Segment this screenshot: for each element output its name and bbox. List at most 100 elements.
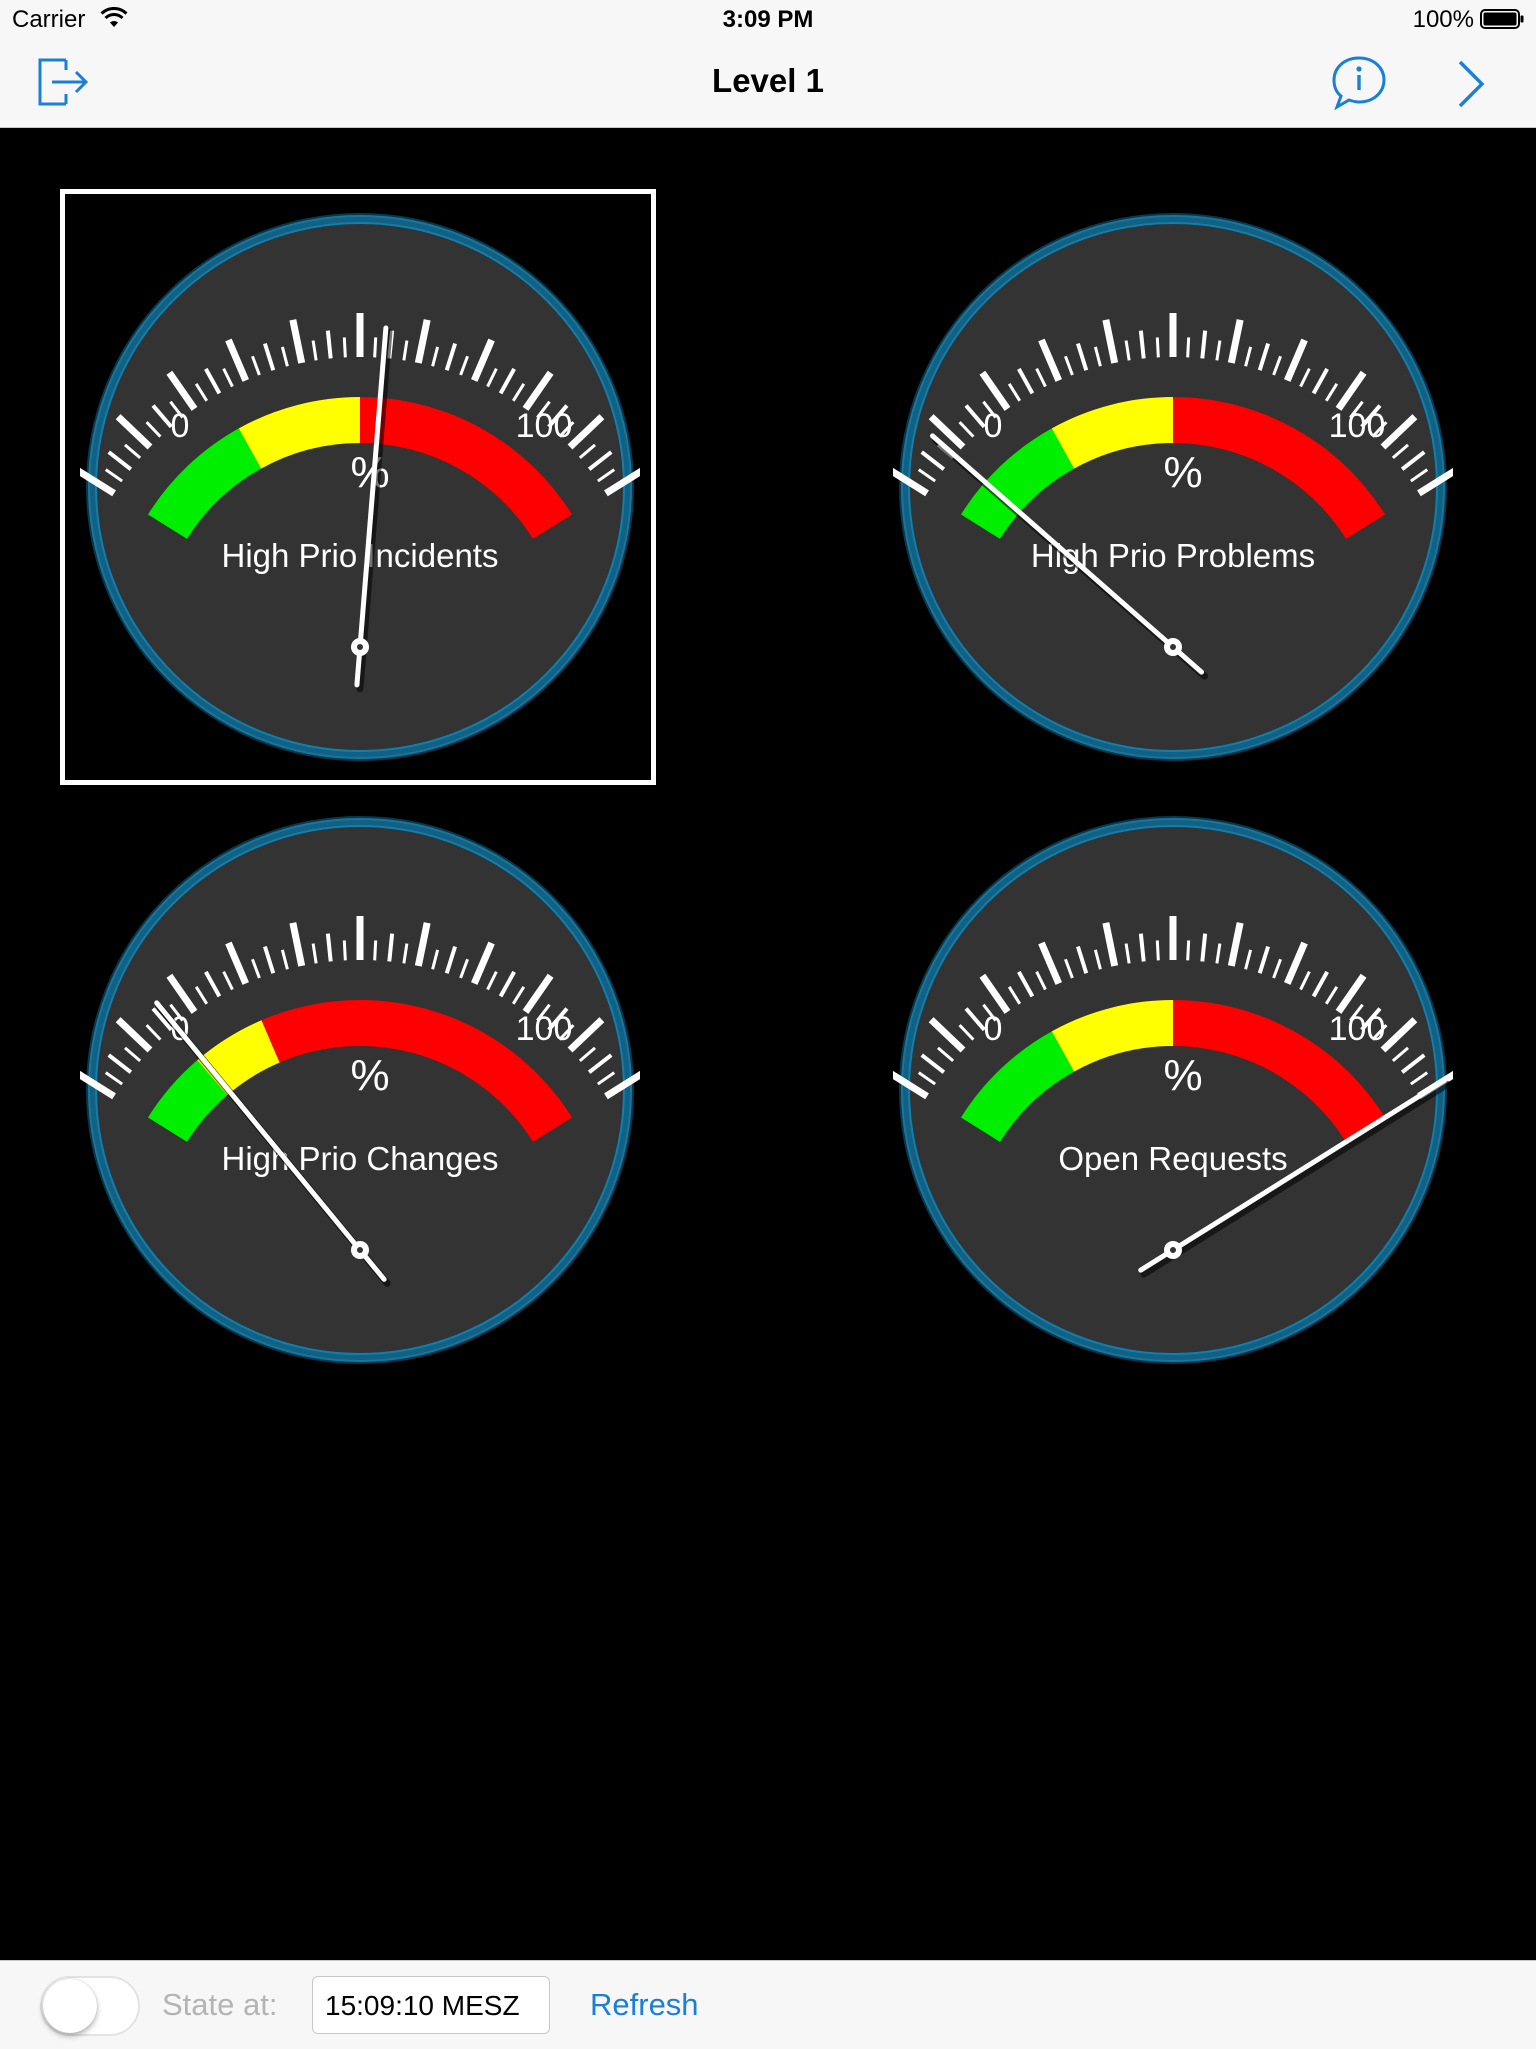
gauge-tick: [104, 1071, 124, 1086]
gauge-max-label: 100: [516, 1010, 573, 1048]
gauge-tick: [459, 355, 469, 376]
gauge-tick: [262, 945, 276, 974]
needle-line: [930, 433, 1205, 675]
gauge-min-label: 0: [171, 407, 190, 445]
gauge-tick: [1409, 1071, 1429, 1086]
gauge-high-prio-incidents[interactable]: 0 100 % High Prio Incidents: [80, 207, 640, 767]
gauge-unit-label: %: [350, 1051, 389, 1100]
chevron-right-icon[interactable]: [1452, 58, 1488, 110]
gauge-zone-2: [1173, 1000, 1386, 1142]
needle-shadow: [356, 328, 393, 693]
gauge-tick: [169, 1003, 184, 1022]
gauge-tick: [373, 337, 378, 358]
gauge-tick: [166, 370, 198, 411]
gauge-tick: [1155, 337, 1160, 358]
gauge-tick: [1007, 383, 1022, 402]
gauge-tick: [917, 468, 937, 483]
gauge-tick: [1038, 338, 1062, 382]
toggle-knob[interactable]: [43, 1979, 97, 2033]
needle-line: [154, 1000, 387, 1282]
gauge-tick: [1324, 383, 1339, 402]
gauge-tick: [1215, 943, 1222, 964]
navigation-bar: Level 1: [0, 40, 1536, 128]
gauge-tick: [459, 958, 469, 979]
gauge-tick: [402, 340, 409, 361]
gauge-tick: [1102, 922, 1119, 967]
gauge-tick: [958, 1024, 975, 1041]
gauge-tick: [373, 940, 378, 961]
gauge-tick: [107, 450, 133, 471]
gauge-tick: [1186, 337, 1191, 358]
state-time-field[interactable]: 15:09:10 MESZ: [312, 1976, 550, 2034]
gauge-tick: [1360, 1007, 1382, 1032]
refresh-button[interactable]: Refresh: [590, 1987, 699, 2022]
battery-icon: [1480, 9, 1524, 29]
needle-shadow: [1140, 1080, 1451, 1278]
gauge-tick: [1138, 933, 1146, 962]
gauge-tick: [414, 922, 431, 967]
gauge-tick: [964, 404, 986, 429]
gauge-tick: [982, 400, 997, 419]
needle-line: [1138, 1077, 1447, 1273]
gauge-tick: [979, 370, 1011, 411]
logout-icon[interactable]: [36, 54, 92, 110]
gauge-tick: [1257, 342, 1271, 371]
gauge-body: [893, 213, 1453, 761]
gauge-tick: [522, 370, 554, 411]
gauge-tick: [596, 468, 616, 483]
gauge-title: High Prio Changes: [222, 1140, 499, 1177]
gauge-tick: [194, 383, 209, 402]
info-bubble-icon[interactable]: [1330, 54, 1388, 112]
gauge-tick: [587, 1053, 613, 1074]
gauge-tick: [1360, 404, 1382, 429]
gauge-tick: [928, 414, 966, 450]
gauge-tick: [1284, 941, 1308, 985]
gauge-tick: [402, 943, 409, 964]
gauge-min-label: 0: [984, 1010, 1003, 1048]
gauge-tick: [1244, 949, 1253, 970]
gauge-tick: [1124, 943, 1131, 964]
needle-hub-center: [357, 1247, 363, 1253]
gauge-tick: [311, 943, 318, 964]
gauge-tick: [1299, 367, 1311, 388]
gauge-tick: [1335, 973, 1367, 1014]
gauge-title: High Prio Incidents: [222, 537, 499, 574]
gauge-high-prio-changes[interactable]: 0 100 % High Prio Changes: [80, 810, 640, 1370]
gauge-tick: [1075, 342, 1089, 371]
gauge-zone-2: [1173, 397, 1386, 539]
gauge-open-requests[interactable]: 0 100 % Open Requests: [893, 810, 1453, 1370]
gauge-tick: [145, 421, 162, 438]
gauge-tick: [1064, 355, 1074, 376]
gauge-tick: [1007, 986, 1022, 1005]
gauge-tick: [311, 340, 318, 361]
gauge-tick: [1311, 367, 1329, 395]
status-time: 3:09 PM: [722, 6, 814, 33]
gauge-tick: [444, 342, 458, 371]
gauge-min-label: 0: [984, 407, 1003, 445]
gauge-tick: [920, 1053, 946, 1074]
gauge-tick: [1155, 940, 1160, 961]
gauge-tick: [124, 1046, 142, 1063]
gauge-tick: [1017, 970, 1035, 998]
gauge-tick: [169, 400, 184, 419]
gauge-high-prio-problems[interactable]: 0 100 % High Prio Problems: [893, 207, 1453, 767]
gauge-tick: [587, 450, 613, 471]
gauge-face: [95, 825, 625, 1355]
gauge-tick: [1335, 370, 1367, 411]
gauge-unit-label: %: [350, 448, 389, 497]
needle-hub-center: [357, 644, 363, 650]
gauge-tick: [289, 319, 306, 364]
gauge-tick: [536, 1003, 551, 1022]
gauge-tick: [1257, 945, 1271, 974]
gauge-tick: [578, 1046, 596, 1063]
gauge-tick: [893, 1070, 929, 1100]
gauge-tick: [1138, 330, 1146, 359]
battery-percent: 100%: [1412, 6, 1474, 33]
gauge-face: [908, 222, 1438, 752]
selected-gauge-frame: [60, 189, 656, 785]
auto-refresh-toggle[interactable]: [40, 1976, 140, 2036]
gauge-tick: [289, 922, 306, 967]
gauge-tick: [342, 940, 347, 961]
gauge-tick: [204, 970, 222, 998]
gauge-tick: [982, 1003, 997, 1022]
